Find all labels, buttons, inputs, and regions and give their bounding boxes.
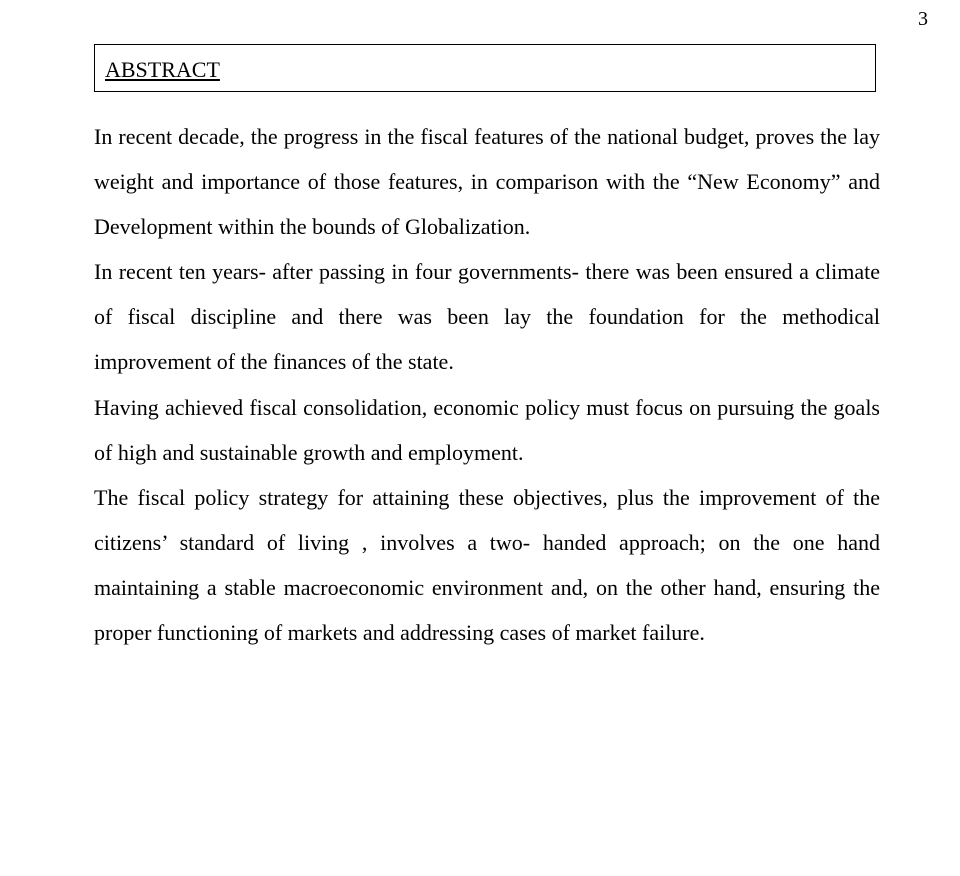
paragraph-2: In recent ten years- after passing in fo… bbox=[94, 249, 880, 384]
page-number: 3 bbox=[918, 8, 928, 31]
abstract-body: In recent decade, the progress in the fi… bbox=[94, 114, 880, 655]
document-page: 3 ABSTRACT In recent decade, the progres… bbox=[0, 0, 960, 876]
paragraph-1: In recent decade, the progress in the fi… bbox=[94, 114, 880, 249]
abstract-title: ABSTRACT bbox=[101, 57, 220, 82]
paragraph-4: The fiscal policy strategy for attaining… bbox=[94, 475, 880, 655]
abstract-title-box: ABSTRACT bbox=[94, 44, 876, 92]
paragraph-3: Having achieved fiscal consolidation, ec… bbox=[94, 385, 880, 475]
